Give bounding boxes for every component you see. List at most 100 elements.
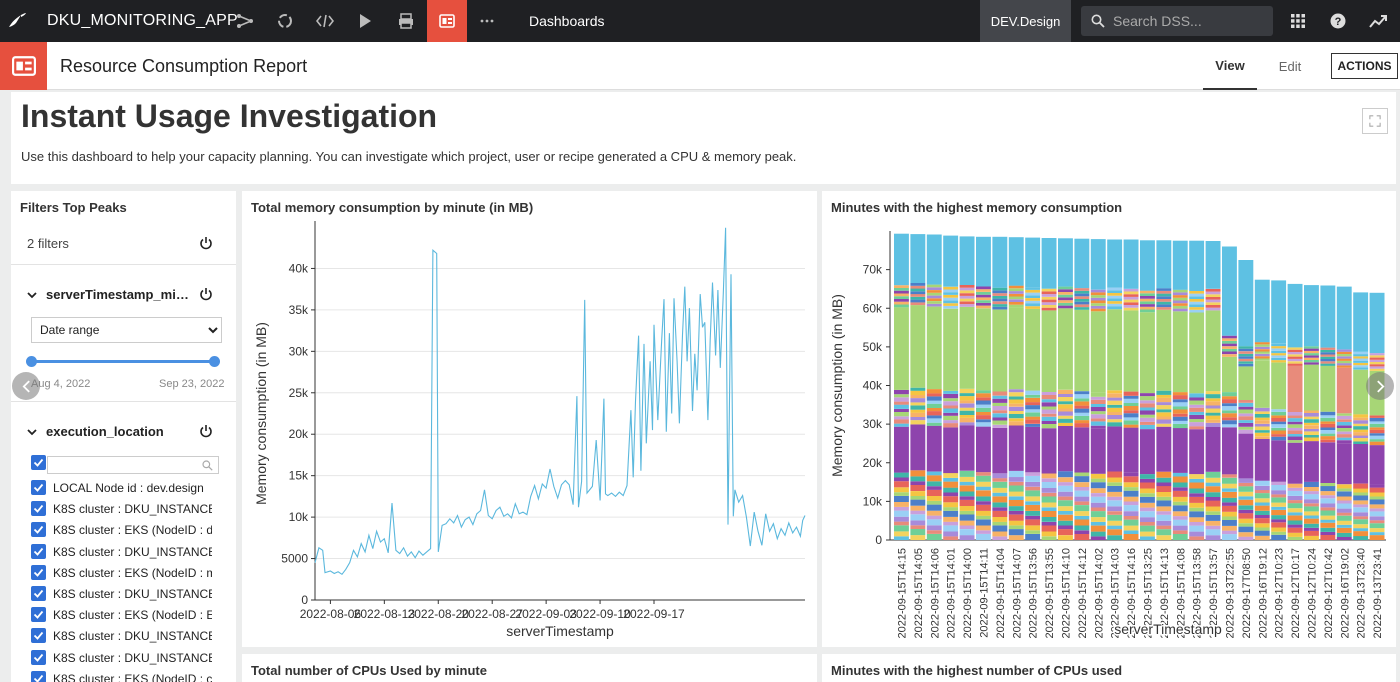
power-icon[interactable] bbox=[199, 287, 213, 301]
stacked-bar[interactable] bbox=[1156, 240, 1172, 540]
stacked-bar[interactable] bbox=[1304, 285, 1319, 540]
dashboard-icon[interactable] bbox=[427, 0, 467, 42]
power-icon[interactable] bbox=[199, 236, 213, 250]
location-checkbox[interactable] bbox=[31, 607, 46, 623]
range-end-handle[interactable] bbox=[209, 356, 220, 367]
stacked-bar[interactable] bbox=[976, 236, 991, 540]
location-checkbox[interactable] bbox=[31, 586, 46, 601]
location-label[interactable]: K8S cluster : DKU_INSTANCE_DEFAULT bbox=[53, 587, 212, 601]
trend-icon[interactable] bbox=[1358, 0, 1398, 42]
actions-button[interactable]: ACTIONS bbox=[1331, 53, 1398, 79]
stacked-bar[interactable] bbox=[1238, 260, 1254, 540]
tab-edit[interactable]: Edit bbox=[1278, 58, 1302, 74]
location-label[interactable]: K8S cluster : EKS (NodeID : mike) bbox=[53, 565, 212, 580]
play-icon[interactable] bbox=[345, 0, 385, 42]
bar-segment bbox=[1271, 522, 1287, 528]
stacked-bar[interactable] bbox=[1090, 239, 1106, 540]
stacked-bar[interactable] bbox=[1369, 292, 1385, 540]
stacked-bar[interactable] bbox=[1058, 238, 1073, 540]
bar-segment bbox=[992, 517, 1008, 522]
location-checkbox[interactable] bbox=[31, 480, 46, 495]
stacked-bar[interactable] bbox=[959, 236, 975, 540]
help-icon[interactable]: ? bbox=[1318, 0, 1358, 42]
location-label[interactable]: K8S cluster : EKS (NodeID : dev.design) bbox=[53, 523, 212, 538]
next-slide-button[interactable] bbox=[1366, 372, 1394, 400]
stacked-bar[interactable] bbox=[1172, 240, 1188, 540]
location-checkbox[interactable] bbox=[31, 628, 46, 644]
stacked-bar[interactable] bbox=[894, 233, 909, 540]
bar-segment bbox=[1140, 312, 1155, 394]
location-label[interactable]: LOCAL Node id : dev.design bbox=[53, 481, 204, 495]
stacked-bar[interactable] bbox=[1205, 241, 1221, 540]
apps-grid-icon[interactable] bbox=[1278, 0, 1318, 42]
stacked-bar[interactable] bbox=[943, 235, 959, 540]
stacked-bar[interactable] bbox=[1254, 279, 1270, 540]
chevron-down-icon[interactable] bbox=[27, 427, 37, 437]
dataiku-bird-logo-icon[interactable] bbox=[6, 9, 28, 31]
date-range-select[interactable]: Date range bbox=[31, 317, 222, 343]
bar-segment bbox=[1025, 525, 1041, 531]
bar-segment bbox=[910, 514, 926, 521]
range-start-handle[interactable] bbox=[26, 356, 37, 367]
fullscreen-button[interactable] bbox=[1362, 108, 1388, 134]
location-checkbox[interactable] bbox=[31, 670, 46, 682]
bar-segment bbox=[1254, 518, 1270, 524]
bar-segment bbox=[1008, 506, 1024, 511]
flow-icon[interactable] bbox=[225, 0, 265, 42]
stacked-bar[interactable] bbox=[1222, 246, 1237, 541]
search-input[interactable] bbox=[1113, 10, 1263, 32]
location-filter-name[interactable]: execution_location bbox=[46, 424, 164, 439]
stacked-bar[interactable] bbox=[1189, 240, 1205, 540]
location-label[interactable]: K8S cluster : DKU_INSTANCE_DEFAULT bbox=[53, 502, 212, 517]
location-checkbox[interactable] bbox=[31, 564, 46, 580]
stacked-bar[interactable] bbox=[1107, 239, 1123, 541]
stacked-bar[interactable] bbox=[1140, 240, 1155, 540]
recycle-icon[interactable] bbox=[265, 0, 305, 42]
stacked-bar[interactable] bbox=[1336, 286, 1352, 540]
bar-segment bbox=[1090, 507, 1106, 512]
bar-segment bbox=[1025, 423, 1041, 427]
timestamp-filter-name[interactable]: serverTimestamp_minu... bbox=[46, 287, 196, 302]
location-checkbox[interactable] bbox=[31, 649, 46, 665]
previous-slide-button[interactable] bbox=[12, 372, 40, 400]
global-search[interactable] bbox=[1081, 6, 1273, 36]
stacked-bar[interactable] bbox=[910, 234, 926, 540]
printer-icon[interactable] bbox=[386, 0, 426, 42]
stacked-bar[interactable] bbox=[926, 234, 942, 541]
section-breadcrumb[interactable]: Dashboards bbox=[529, 13, 605, 29]
location-checkbox[interactable] bbox=[31, 522, 46, 538]
stacked-bar[interactable] bbox=[992, 236, 1008, 540]
app-name[interactable]: DKU_MONITORING_APP bbox=[47, 12, 238, 29]
select-all-checkbox[interactable] bbox=[31, 455, 46, 470]
chevron-down-icon[interactable] bbox=[27, 290, 37, 300]
location-checkbox[interactable] bbox=[31, 501, 46, 517]
location-label[interactable]: K8S cluster : DKU_INSTANCE_DEFAULT bbox=[53, 544, 212, 559]
bar-segment bbox=[1287, 412, 1303, 416]
location-label[interactable]: K8S cluster : EKS (NodeID : Emma) bbox=[53, 608, 212, 623]
bar-segment bbox=[1172, 409, 1188, 414]
stacked-bar[interactable] bbox=[1025, 237, 1041, 540]
location-label[interactable]: K8S cluster : DKU_INSTANCE_DEFAULT bbox=[53, 629, 212, 644]
stacked-bar[interactable] bbox=[1287, 283, 1303, 540]
project-selector[interactable]: DEV.Design bbox=[980, 0, 1071, 42]
stacked-bar[interactable] bbox=[1271, 280, 1287, 540]
memory-line-chart[interactable]: 0500010k15k20k25k30k35k40k2022-08-062022… bbox=[242, 191, 817, 647]
more-icon[interactable] bbox=[467, 0, 507, 42]
stacked-bar[interactable] bbox=[1041, 238, 1057, 540]
bar-segment bbox=[943, 473, 959, 478]
stacked-bar[interactable] bbox=[1353, 292, 1369, 540]
location-checkbox[interactable] bbox=[31, 543, 46, 559]
power-icon[interactable] bbox=[199, 424, 213, 438]
memory-peaks-bar-chart[interactable]: 0 10k 20k 30k 40k 50k 60k 70k Memory consumption… bbox=[822, 191, 1396, 647]
stacked-bar[interactable] bbox=[1008, 237, 1024, 540]
code-icon[interactable] bbox=[305, 0, 345, 42]
tab-view[interactable]: View bbox=[1203, 42, 1257, 90]
stacked-bar[interactable] bbox=[1123, 239, 1139, 541]
date-range-slider[interactable] bbox=[31, 360, 214, 363]
location-search-input[interactable] bbox=[47, 456, 219, 474]
location-label[interactable]: K8S cluster : EKS (NodeID : cyl-c bbox=[53, 671, 212, 682]
bar-segment bbox=[1074, 290, 1090, 294]
location-label[interactable]: K8S cluster : DKU_INSTANCE_DEFAULT bbox=[53, 650, 212, 665]
stacked-bar[interactable] bbox=[1320, 285, 1336, 541]
stacked-bar[interactable] bbox=[1074, 238, 1090, 540]
